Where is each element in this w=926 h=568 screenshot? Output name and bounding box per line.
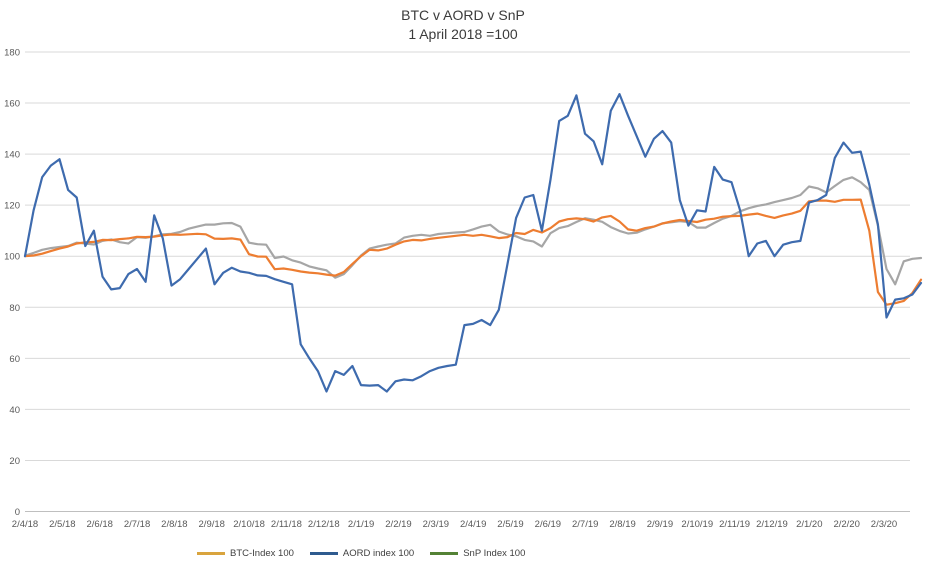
series-line-aord <box>23 92 923 393</box>
x-tick-label: 2/10/19 <box>681 519 713 530</box>
x-tick-label: 2/9/18 <box>199 519 225 530</box>
y-tick-label: 160 <box>4 99 20 110</box>
series-line-btc <box>23 198 923 306</box>
series-line-snp <box>23 176 923 286</box>
y-tick-label: 60 <box>9 354 20 365</box>
x-tick-label: 2/2/20 <box>833 519 859 530</box>
legend-swatch-snp-icon <box>430 552 459 555</box>
x-tick-label: 2/5/18 <box>49 519 75 530</box>
x-tick-label: 2/2/19 <box>385 519 411 530</box>
legend-swatch-aord-icon <box>309 552 338 555</box>
x-tick-label: 2/1/19 <box>348 519 374 530</box>
x-tick-label: 2/12/18 <box>308 519 340 530</box>
legend-item-btc: BTC-Index 100 <box>197 548 294 559</box>
x-tick-label: 2/1/20 <box>796 519 822 530</box>
x-tick-label: 2/11/19 <box>719 519 750 530</box>
x-tick-label: 2/8/18 <box>161 519 187 530</box>
x-tick-label: 2/5/19 <box>497 519 523 530</box>
legend-label-snp: SnP Index 100 <box>463 548 526 559</box>
y-tick-label: 180 <box>4 48 20 59</box>
x-tick-label: 2/4/18 <box>12 519 38 530</box>
x-tick-label: 2/3/19 <box>423 519 449 530</box>
chart-title-line1: BTC v AORD v SnP <box>401 7 525 23</box>
y-tick-label: 140 <box>4 150 20 161</box>
x-tick-label: 2/9/19 <box>647 519 673 530</box>
y-tick-label: 0 <box>15 507 20 518</box>
y-tick-label: 100 <box>4 252 20 263</box>
chart-title-line2: 1 April 2018 =100 <box>408 25 518 42</box>
x-tick-label: 2/8/19 <box>609 519 635 530</box>
legend-label-aord: AORD index 100 <box>342 548 415 559</box>
y-tick-label: 120 <box>4 201 20 212</box>
x-tick-label: 2/3/20 <box>871 519 897 530</box>
x-tick-label: 2/7/19 <box>572 519 598 530</box>
legend-swatch-btc-icon <box>197 552 225 555</box>
y-tick-label: 40 <box>9 405 20 416</box>
x-tick-label: 2/10/18 <box>233 519 265 530</box>
x-tick-label: 2/6/18 <box>86 519 112 530</box>
x-tick-label: 2/7/18 <box>124 519 150 530</box>
legend-item-aord: AORD index 100 <box>309 548 415 559</box>
legend-label-btc: BTC-Index 100 <box>230 548 294 559</box>
x-tick-label: 2/6/19 <box>535 519 561 530</box>
x-tick-label: 2/4/19 <box>460 519 486 530</box>
chart-title: BTC v AORD v SnP 1 April 2018 =100 <box>0 6 926 44</box>
legend: BTC-Index 100 AORD index 100 SnP Index 1… <box>197 548 525 559</box>
legend-item-snp: SnP Index 100 <box>430 548 525 559</box>
y-tick-label: 80 <box>9 303 20 314</box>
x-tick-label: 2/11/18 <box>271 519 302 530</box>
y-tick-label: 20 <box>9 456 20 467</box>
x-tick-label: 2/12/19 <box>756 519 788 530</box>
